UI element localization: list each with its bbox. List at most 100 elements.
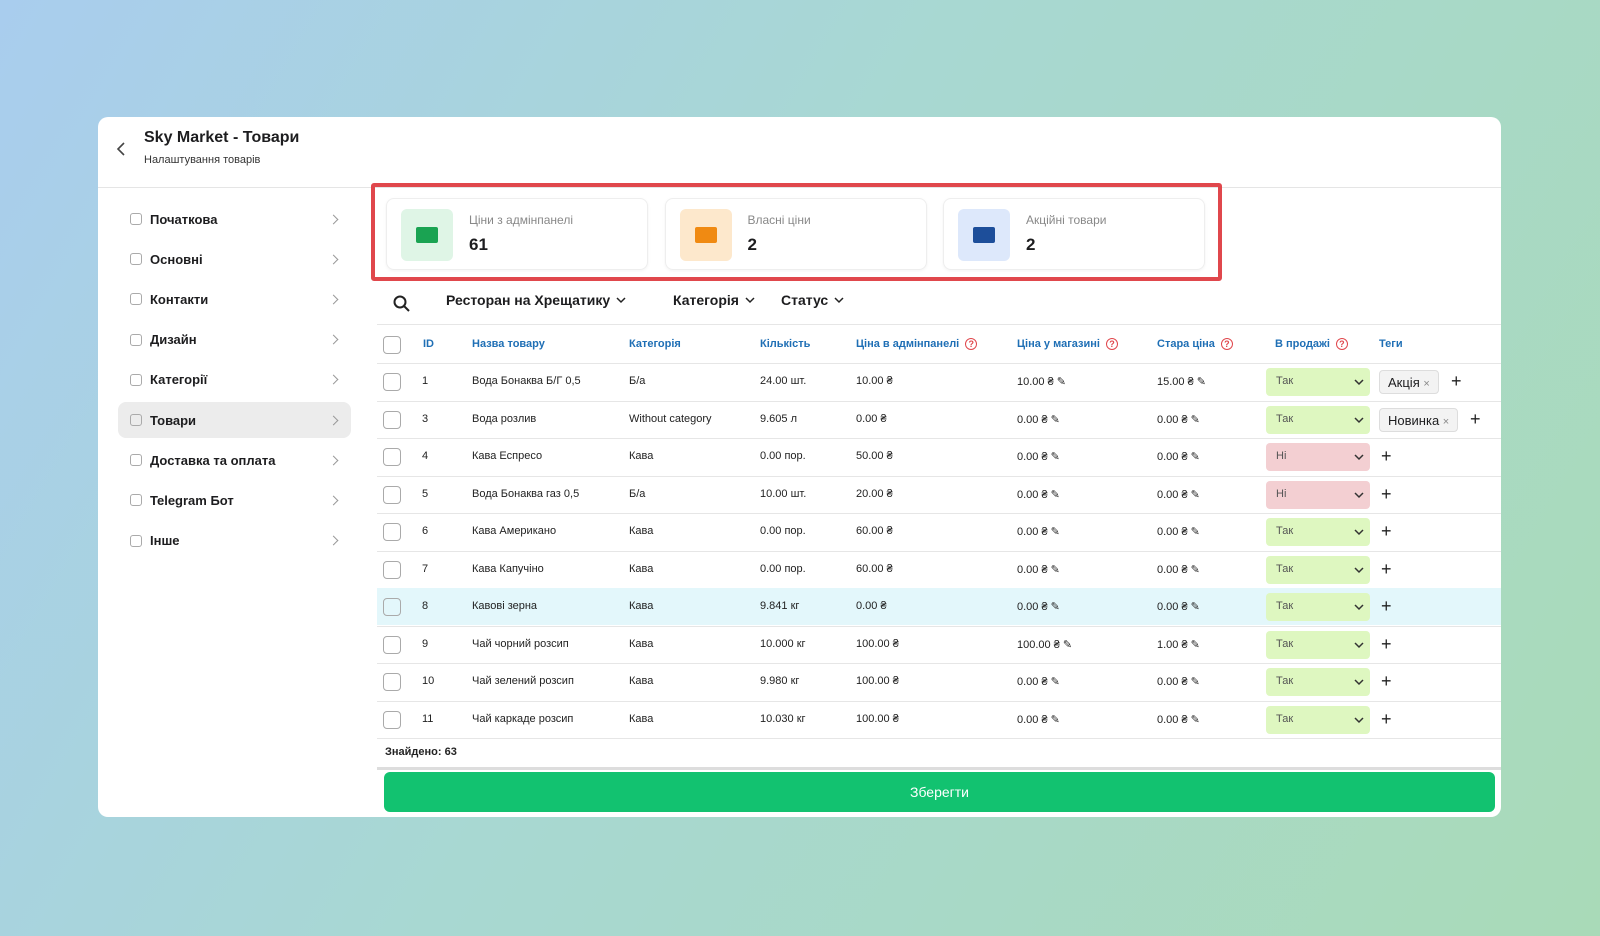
menu-item[interactable]: Товари: [118, 402, 351, 438]
menu-item[interactable]: Контакти: [118, 281, 351, 317]
cell: 9.980 кг: [760, 675, 800, 687]
remove-tag[interactable]: ×: [1442, 415, 1450, 428]
cell: 0.00 пор.: [760, 450, 806, 462]
edit-icon[interactable]: ✎: [1190, 526, 1200, 538]
row-line: [377, 324, 1501, 325]
row-line: [377, 513, 1501, 514]
stat-card: Власні ціни 2: [664, 198, 927, 270]
add-tag[interactable]: +: [1381, 446, 1392, 466]
menu-item[interactable]: Категорії: [118, 362, 351, 398]
menu-item[interactable]: Інше: [118, 523, 351, 559]
edit-icon[interactable]: ✎: [1056, 376, 1066, 388]
back-button[interactable]: [114, 141, 128, 157]
sale-select[interactable]: Так: [1266, 518, 1370, 546]
cell: 10.00 шт.: [760, 487, 807, 500]
add-tag[interactable]: +: [1381, 521, 1392, 541]
add-tag[interactable]: +: [1381, 596, 1392, 616]
sale-select[interactable]: Так: [1266, 368, 1370, 396]
edit-icon[interactable]: ✎: [1050, 413, 1060, 426]
remove-tag[interactable]: ×: [1423, 378, 1430, 390]
filter[interactable]: Статус: [781, 292, 844, 308]
checkbox[interactable]: [383, 336, 401, 354]
cell: Вода Бонаква Б/Г 0,5: [472, 375, 581, 387]
edit-icon[interactable]: ✎: [1190, 676, 1200, 688]
checkbox[interactable]: [383, 635, 401, 654]
edit-icon[interactable]: ✎: [1190, 713, 1200, 726]
checkbox[interactable]: [383, 485, 401, 504]
add-tag[interactable]: +: [1381, 633, 1392, 654]
edit-icon[interactable]: ✎: [1190, 413, 1200, 426]
add-tag[interactable]: +: [1451, 371, 1462, 391]
cell: 9.841 кг: [760, 600, 800, 612]
cell: 0.00 ₴ ✎: [1017, 713, 1060, 726]
column-header: Ціна у магазині?: [1017, 338, 1118, 350]
cell: Кава: [629, 712, 654, 725]
checkbox[interactable]: [383, 523, 401, 541]
edit-icon[interactable]: ✎: [1196, 376, 1206, 388]
title[interactable]: Sky Market - Товари: [144, 129, 300, 146]
edit-icon[interactable]: ✎: [1050, 488, 1060, 501]
help-icon[interactable]: ?: [1335, 338, 1348, 350]
menu-item[interactable]: Дизайн: [118, 322, 351, 358]
checkbox[interactable]: [383, 410, 401, 429]
stat-card: Ціни з адмінпанелі 61: [386, 198, 648, 270]
add-tag[interactable]: +: [1381, 708, 1392, 729]
cell: Вода Бонаква газ 0,5: [472, 487, 580, 500]
sale-select[interactable]: Так: [1266, 668, 1370, 696]
add-tag[interactable]: +: [1381, 671, 1392, 691]
cell: 0.00 ₴ ✎: [1157, 563, 1200, 576]
edit-icon[interactable]: ✎: [1190, 488, 1200, 501]
edit-icon[interactable]: ✎: [1050, 451, 1060, 463]
checkbox[interactable]: [383, 710, 401, 729]
cell: Кава: [629, 600, 654, 612]
help-icon[interactable]: ?: [965, 338, 978, 350]
scrollbar[interactable]: [377, 767, 1501, 770]
edit-icon[interactable]: ✎: [1190, 638, 1200, 651]
cell: Кавові зерна: [472, 600, 538, 612]
column-header: Категорія: [629, 338, 681, 350]
cell: 100.00 ₴: [856, 637, 899, 650]
sale-select[interactable]: Так: [1266, 593, 1370, 621]
add-tag[interactable]: +: [1470, 408, 1481, 429]
search-icon[interactable]: [392, 294, 412, 314]
stat-label: Акційні товари: [1026, 213, 1107, 227]
checkbox[interactable]: [383, 373, 401, 391]
stat-label: Власні ціни: [747, 213, 811, 227]
add-tag[interactable]: +: [1381, 558, 1392, 579]
stat-value: 2: [1026, 235, 1036, 254]
menu-item[interactable]: Telegram Бот: [118, 482, 351, 518]
sale-select[interactable]: Так: [1266, 405, 1370, 434]
sale-select[interactable]: Так: [1266, 555, 1370, 584]
filter[interactable]: Ресторан на Хрещатику: [446, 292, 626, 308]
help-icon[interactable]: ?: [1220, 338, 1233, 350]
checkbox[interactable]: [383, 598, 401, 616]
filter[interactable]: Категорія: [673, 292, 755, 308]
menu-item[interactable]: Початкова: [118, 201, 351, 237]
checkbox[interactable]: [383, 448, 401, 466]
cell: 0.00 ₴ ✎: [1157, 526, 1200, 538]
tag: Новинка ×: [1379, 407, 1459, 432]
stat-icon: [958, 209, 1010, 261]
edit-icon[interactable]: ✎: [1050, 526, 1060, 538]
cell: 10.000 кг: [760, 637, 806, 650]
add-tag[interactable]: +: [1381, 483, 1392, 504]
menu-item[interactable]: Основні: [118, 241, 351, 277]
save-button[interactable]: Зберегти: [384, 772, 1495, 812]
edit-icon[interactable]: ✎: [1190, 451, 1200, 463]
edit-icon[interactable]: ✎: [1050, 676, 1060, 688]
edit-icon[interactable]: ✎: [1190, 563, 1200, 576]
sale-select[interactable]: Ні: [1266, 443, 1370, 471]
help-icon[interactable]: ?: [1105, 338, 1118, 350]
edit-icon[interactable]: ✎: [1190, 601, 1200, 613]
sale-select[interactable]: Ні: [1266, 480, 1370, 509]
menu-item[interactable]: Доставка та оплата: [118, 442, 351, 478]
edit-icon[interactable]: ✎: [1050, 563, 1060, 576]
sale-select[interactable]: Так: [1266, 630, 1370, 659]
edit-icon[interactable]: ✎: [1050, 601, 1060, 613]
edit-icon[interactable]: ✎: [1050, 713, 1060, 726]
sale-select[interactable]: Так: [1266, 705, 1370, 734]
cell: Кава: [629, 562, 654, 575]
checkbox[interactable]: [383, 560, 401, 579]
edit-icon[interactable]: ✎: [1062, 638, 1073, 651]
checkbox[interactable]: [383, 673, 401, 691]
